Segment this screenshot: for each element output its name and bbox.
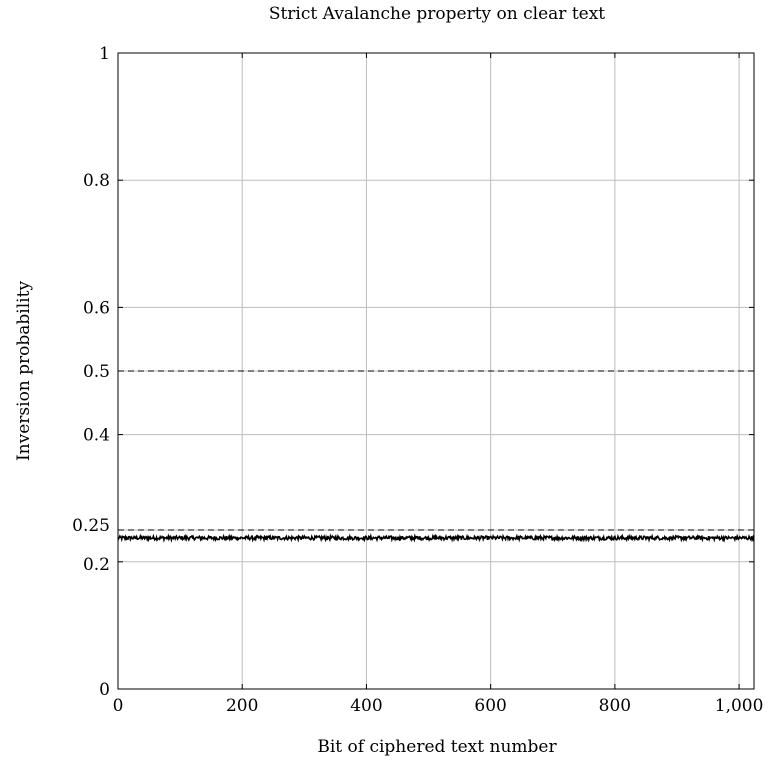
x-tick-label: 400 xyxy=(350,696,382,716)
plot-area: 0 200 400 600 800 1,000 0 0.2 0.25 0.4 0.5 0.6 0.8 1 xyxy=(72,44,763,716)
y-tick-label: 0.4 xyxy=(83,426,110,446)
x-tick-label: 200 xyxy=(226,696,258,716)
y-tick-label: 0 xyxy=(99,680,110,700)
y-tick-label: 1 xyxy=(99,44,110,64)
y-tick-label: 0.2 xyxy=(83,555,110,575)
x-axis-label: Bit of ciphered text number xyxy=(317,737,557,757)
x-tick-label: 600 xyxy=(474,696,506,716)
y-tick-label: 0.8 xyxy=(83,171,110,191)
chart-title: Strict Avalanche property on clear text xyxy=(269,4,605,24)
y-tick-label: 0.6 xyxy=(83,298,110,318)
data-series-line xyxy=(117,532,755,543)
y-tick-label: 0.5 xyxy=(83,362,110,382)
y-axis-label: Inversion probability xyxy=(14,281,34,461)
x-tick-label: 800 xyxy=(599,696,631,716)
x-tick-label: 1,000 xyxy=(715,696,764,716)
x-tick-label: 0 xyxy=(113,696,124,716)
y-tick-label: 0.25 xyxy=(72,516,110,536)
